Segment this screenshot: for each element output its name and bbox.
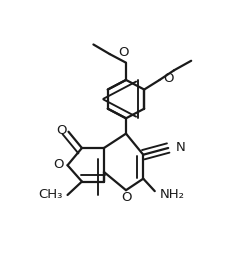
Text: O: O <box>56 124 67 137</box>
Text: CH₃: CH₃ <box>38 188 63 200</box>
Text: NH₂: NH₂ <box>160 188 184 200</box>
Text: O: O <box>118 46 128 59</box>
Text: O: O <box>163 73 173 85</box>
Text: O: O <box>122 191 132 204</box>
Text: O: O <box>53 158 64 171</box>
Text: N: N <box>175 141 185 153</box>
